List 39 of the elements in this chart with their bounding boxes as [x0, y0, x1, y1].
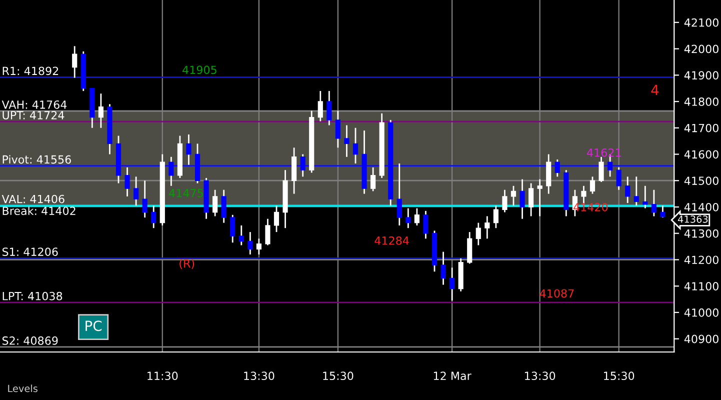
- ref-line-label: VAL: 41406: [2, 194, 64, 204]
- ref-line-label: S2: 40869: [2, 336, 58, 345]
- ref-line-label: VAH: 41764: [2, 100, 67, 109]
- annotation: 41621: [587, 148, 621, 157]
- y-tick-label: 41800: [684, 97, 718, 106]
- ref-line-label: Break: 41402: [2, 206, 76, 216]
- ref-line-label: R1: 41892: [2, 66, 58, 76]
- y-tick-label: 41600: [684, 150, 718, 159]
- annotation: (R): [180, 259, 194, 269]
- ref-line-label: Pivot: 41556: [2, 155, 71, 164]
- y-tick-label: 41300: [684, 229, 718, 238]
- annotation: 41087: [540, 289, 574, 298]
- y-tick-label: 42100: [684, 18, 718, 27]
- y-tick-label: 41900: [684, 71, 718, 80]
- y-tick-label: 41000: [684, 308, 718, 317]
- x-tick-label: 13:30: [525, 372, 556, 380]
- annotation: 41284: [374, 236, 409, 245]
- annotation: PC: [86, 320, 102, 332]
- annotation: 4: [651, 84, 659, 96]
- y-tick-label: 41400: [684, 202, 718, 212]
- ref-line-label: LPT: 41038: [2, 292, 62, 300]
- text: 41363: [678, 215, 708, 223]
- y-tick-label: 41100: [684, 282, 718, 290]
- x-tick-label: 15:30: [604, 372, 634, 380]
- annotation: 41905: [182, 66, 216, 74]
- text: Levels: [8, 384, 38, 392]
- x-tick-label: 15:30: [323, 372, 354, 380]
- annotation: 41475: [169, 189, 203, 198]
- x-tick-label: 11:30: [148, 372, 178, 380]
- y-tick-label: 41700: [684, 124, 718, 132]
- annotation: 41420: [574, 202, 608, 212]
- y-tick-label: 41200: [684, 256, 718, 264]
- x-tick-label: 13:30: [244, 372, 274, 380]
- ref-line-label: UPT: 41724: [2, 110, 64, 120]
- x-tick-label: 12 Mar: [434, 372, 472, 380]
- ref-line-label: S1: 41206: [2, 248, 58, 256]
- y-tick-label: 42000: [684, 44, 718, 54]
- y-tick-label: 40900: [684, 334, 718, 344]
- y-tick-label: 41500: [684, 176, 718, 185]
